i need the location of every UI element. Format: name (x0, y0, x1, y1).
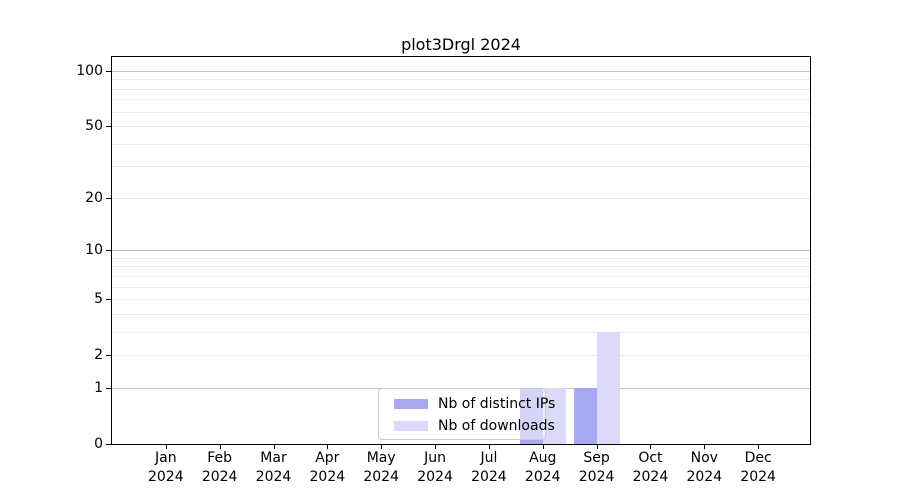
y-axis-tick-label: 10 (85, 242, 103, 259)
x-axis-tick (758, 445, 760, 449)
x-axis-tick-label: Dec 2024 (727, 449, 789, 487)
minor-gridline (112, 88, 810, 90)
month-label: Nov (690, 450, 718, 466)
legend-swatch-distinct-ips (394, 399, 428, 409)
year-label: 2024 (255, 469, 292, 485)
major-gridline (112, 70, 810, 72)
plot-area (111, 56, 811, 445)
month-label: Jun (424, 450, 446, 466)
x-axis-tick (596, 445, 598, 449)
minor-gridline (112, 331, 810, 333)
month-label: Apr (315, 450, 340, 466)
x-axis-tick (704, 445, 706, 449)
x-axis-tick (650, 445, 652, 449)
bar-downloads-aug (542, 387, 566, 444)
minor-gridline (112, 111, 810, 113)
year-label: 2024 (686, 469, 723, 485)
month-label: May (366, 450, 396, 466)
minor-gridline (112, 299, 810, 301)
x-axis-tick-label: Jul 2024 (458, 449, 520, 487)
minor-gridline (112, 275, 810, 277)
y-axis-tick-label: 50 (85, 118, 103, 135)
month-label: Aug (529, 450, 557, 466)
minor-gridline (112, 197, 810, 199)
minor-gridline (112, 313, 810, 315)
month-label: Mar (260, 450, 287, 466)
month-label: Sep (583, 450, 610, 466)
minor-gridline (112, 143, 810, 145)
y-axis-tick (106, 387, 111, 389)
legend-label-downloads: Nb of downloads (438, 418, 555, 434)
y-axis-tick (106, 444, 111, 445)
year-label: 2024 (632, 469, 669, 485)
legend-label-distinct-ips: Nb of distinct IPs (438, 396, 556, 412)
year-label: 2024 (147, 469, 184, 485)
x-axis-tick (381, 445, 383, 449)
x-axis-tick (488, 445, 490, 449)
legend-item-distinct-ips: Nb of distinct IPs (394, 393, 555, 415)
x-axis-tick-label: Oct 2024 (619, 449, 681, 487)
bar-distinct-ips-sep (573, 387, 597, 444)
minor-gridline (112, 257, 810, 259)
x-axis-tick-label: Sep 2024 (566, 449, 628, 487)
minor-gridline (112, 286, 810, 288)
x-axis-tick-label: Feb 2024 (189, 449, 251, 487)
month-label: Jan (155, 450, 177, 466)
y-axis-tick (106, 70, 111, 72)
month-label: Jul (480, 450, 498, 466)
x-axis-tick-label: May 2024 (350, 449, 412, 487)
x-axis-tick-label: Nov 2024 (673, 449, 735, 487)
year-label: 2024 (417, 469, 453, 485)
legend-item-downloads: Nb of downloads (394, 415, 555, 437)
year-label: 2024 (740, 469, 776, 485)
year-label: 2024 (309, 469, 346, 485)
x-axis-tick (165, 445, 167, 449)
x-axis-tick (273, 445, 275, 449)
y-axis-tick (106, 197, 111, 199)
bar-downloads-sep (596, 331, 620, 444)
month-label: Dec (744, 450, 772, 466)
minor-gridline (112, 355, 810, 357)
minor-gridline (112, 79, 810, 81)
minor-gridline (112, 166, 810, 168)
year-label: 2024 (524, 469, 561, 485)
minor-gridline (112, 99, 810, 101)
x-axis-tick (327, 445, 329, 449)
y-axis-tick-label: 0 (94, 436, 103, 452)
y-axis-tick-label: 100 (76, 62, 103, 79)
year-label: 2024 (363, 469, 399, 485)
x-axis-tick (435, 445, 437, 449)
month-label: Feb (207, 450, 233, 466)
y-axis-tick (106, 355, 111, 357)
minor-gridline (112, 266, 810, 268)
y-axis-tick-label: 1 (94, 379, 103, 396)
month-label: Oct (638, 450, 663, 466)
major-gridline (112, 250, 810, 252)
x-axis-tick-label: Apr 2024 (296, 449, 358, 487)
legend: Nb of distinct IPs Nb of downloads (378, 388, 555, 440)
y-axis-tick-label: 20 (85, 189, 103, 206)
chart-title: plot3Drgl 2024 (401, 35, 521, 54)
y-axis-tick (106, 126, 111, 128)
x-axis-tick-label: Jan 2024 (135, 449, 197, 487)
y-axis-tick-label: 5 (94, 291, 103, 308)
y-axis-tick-label: 2 (94, 347, 103, 364)
year-label: 2024 (578, 469, 615, 485)
year-label: 2024 (471, 469, 507, 485)
x-axis-tick (542, 445, 544, 449)
x-axis-tick (219, 445, 221, 449)
legend-swatch-downloads (394, 421, 428, 431)
x-axis-tick-label: Mar 2024 (243, 449, 305, 487)
x-axis-tick-label: Jun 2024 (404, 449, 466, 487)
y-axis-tick (106, 250, 111, 252)
year-label: 2024 (201, 469, 238, 485)
y-axis-tick (106, 299, 111, 301)
x-axis-tick-label: Aug 2024 (512, 449, 574, 487)
minor-gridline (112, 126, 810, 128)
